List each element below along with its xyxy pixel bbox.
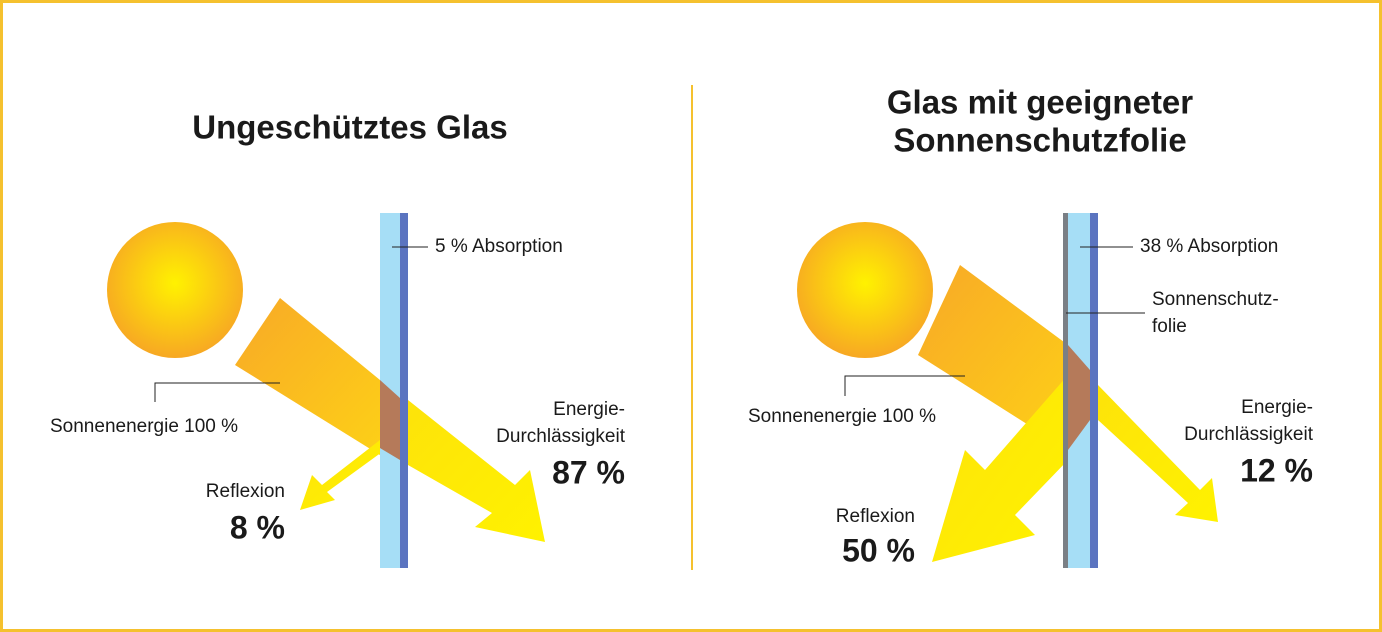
title: Glas mit geeigneter [887, 84, 1193, 121]
value: 87 % [552, 454, 625, 490]
value: 12 % [1240, 452, 1313, 488]
label: Energie- [553, 399, 625, 420]
sun [797, 222, 933, 358]
label: 5 % Absorption [435, 236, 563, 257]
title: Sonnenschutzfolie [893, 122, 1186, 159]
label: Sonnenenergie 100 % [748, 406, 936, 427]
label: Durchlässigkeit [1184, 424, 1314, 445]
label: Reflexion [206, 481, 285, 502]
title: Ungeschütztes Glas [192, 109, 507, 146]
glass-edge [400, 213, 408, 568]
label: Energie- [1241, 397, 1313, 418]
label: Sonnenschutz- [1152, 289, 1279, 310]
label: Sonnenenergie 100 % [50, 416, 238, 437]
label: Reflexion [836, 506, 915, 527]
film [1063, 213, 1068, 568]
glass-edge [1090, 213, 1098, 568]
sun [107, 222, 243, 358]
value: 50 % [842, 532, 915, 568]
value: 8 % [230, 509, 285, 545]
diagram: Ungeschütztes Glas 5 % Absorption Sonnen… [0, 0, 1382, 632]
label: folie [1152, 316, 1187, 337]
label: 38 % Absorption [1140, 236, 1278, 257]
label: Durchlässigkeit [496, 426, 626, 447]
